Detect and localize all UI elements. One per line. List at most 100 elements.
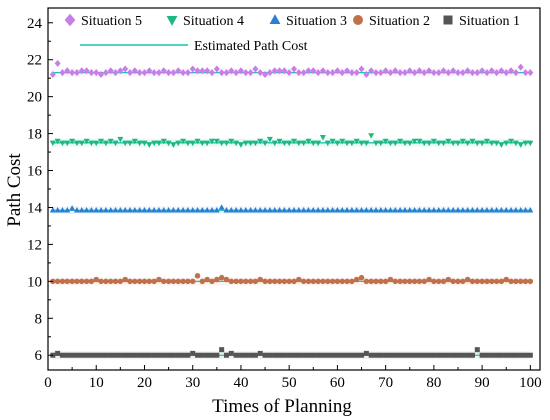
- data-point: [112, 278, 119, 285]
- y-tick-label: 10: [27, 274, 42, 290]
- data-point: [286, 140, 293, 147]
- data-point: [300, 206, 307, 213]
- data-point: [281, 140, 288, 147]
- data-point: [218, 140, 225, 147]
- legend-marker: [166, 15, 178, 26]
- data-point: [387, 352, 393, 358]
- x-tick-label: 80: [426, 375, 441, 391]
- data-point: [180, 352, 186, 358]
- data-point: [512, 69, 519, 77]
- data-point: [69, 69, 76, 77]
- data-point: [353, 69, 360, 77]
- data-point: [64, 140, 71, 147]
- data-point: [237, 142, 244, 148]
- data-point: [479, 206, 486, 213]
- data-point: [411, 138, 418, 145]
- data-point: [358, 274, 365, 281]
- data-point: [93, 206, 100, 213]
- data-point: [165, 206, 172, 213]
- data-point: [353, 138, 360, 145]
- data-point: [348, 206, 355, 213]
- x-tick-label: 0: [44, 375, 52, 391]
- data-point: [315, 206, 322, 213]
- data-point: [136, 206, 143, 213]
- data-point: [184, 69, 191, 77]
- data-point: [223, 69, 230, 77]
- data-point: [194, 273, 201, 279]
- data-point: [107, 206, 114, 213]
- data-point: [209, 69, 215, 77]
- data-point: [262, 352, 268, 358]
- legend-label: Situation 4: [183, 14, 244, 29]
- data-point: [353, 206, 360, 213]
- data-point: [329, 138, 336, 145]
- data-point: [141, 278, 148, 285]
- data-point: [223, 276, 230, 283]
- data-point: [494, 352, 500, 358]
- data-point: [445, 352, 451, 358]
- data-point: [214, 276, 220, 283]
- data-point: [141, 206, 148, 213]
- data-point: [401, 69, 408, 77]
- data-point: [383, 352, 389, 358]
- data-point: [488, 206, 495, 213]
- data-point: [344, 352, 350, 358]
- data-point: [522, 206, 529, 213]
- data-point: [54, 59, 61, 67]
- data-point: [155, 140, 162, 147]
- data-point: [503, 69, 510, 77]
- data-point: [286, 352, 292, 358]
- data-point: [435, 69, 442, 77]
- data-point: [426, 140, 433, 147]
- data-point: [165, 69, 172, 77]
- data-point: [517, 142, 524, 148]
- data-point: [195, 352, 201, 358]
- data-point: [445, 138, 452, 145]
- data-point: [329, 206, 336, 213]
- data-point: [527, 278, 534, 285]
- data-point: [213, 138, 220, 145]
- data-point: [407, 278, 413, 285]
- data-point: [296, 276, 302, 283]
- legend-marker: [353, 15, 363, 25]
- data-point: [266, 206, 273, 213]
- data-point: [64, 352, 70, 358]
- data-point: [155, 206, 162, 213]
- data-point: [185, 352, 191, 358]
- data-point: [295, 206, 302, 213]
- data-point: [334, 140, 341, 147]
- data-point: [180, 138, 187, 145]
- data-point: [243, 278, 249, 285]
- data-point: [69, 352, 75, 358]
- data-point: [151, 278, 157, 285]
- data-point: [363, 206, 370, 213]
- data-point: [252, 352, 258, 358]
- data-point: [344, 67, 351, 75]
- data-point: [49, 206, 56, 213]
- data-point: [296, 352, 302, 358]
- data-point: [354, 352, 360, 358]
- y-axis-title: Path Cost: [4, 153, 25, 227]
- data-point: [161, 278, 167, 285]
- data-point: [247, 140, 254, 147]
- data-point: [527, 69, 534, 77]
- data-point: [503, 140, 510, 147]
- data-point: [450, 206, 457, 213]
- data-point: [358, 140, 365, 147]
- data-point: [512, 206, 519, 213]
- data-point: [517, 63, 524, 71]
- x-tick-label: 100: [519, 375, 542, 391]
- x-tick-label: 50: [282, 375, 297, 391]
- data-point: [108, 352, 114, 358]
- data-point: [54, 206, 61, 213]
- data-point: [498, 352, 504, 358]
- data-point: [194, 67, 201, 75]
- data-point: [508, 278, 514, 285]
- data-point: [93, 140, 100, 147]
- data-point: [392, 140, 399, 147]
- y-tick-label: 22: [27, 53, 42, 69]
- data-point: [401, 206, 408, 213]
- legend-marker: [64, 13, 76, 27]
- data-point: [112, 69, 119, 77]
